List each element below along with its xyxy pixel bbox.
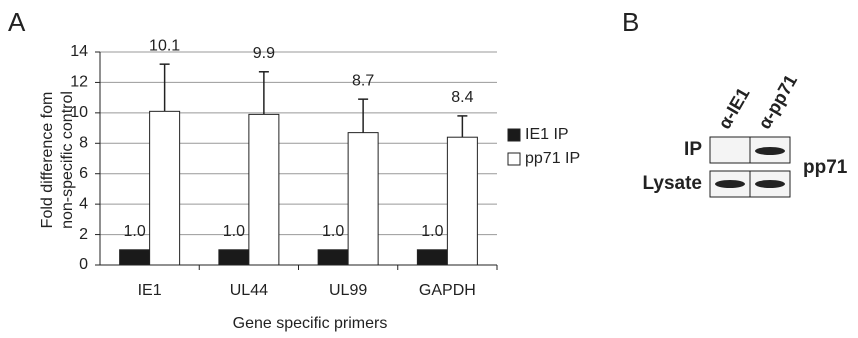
data-label: 1.0 — [322, 223, 344, 240]
x-tick-label: GAPDH — [419, 282, 476, 299]
y-tick-label: 14 — [70, 43, 88, 60]
page: {"chart_data": {"type": "bar", "panel_la… — [0, 0, 858, 338]
y-tick-label: 6 — [79, 165, 88, 182]
data-label: 1.0 — [223, 223, 245, 240]
row-label: IP — [684, 139, 702, 160]
x-tick-label: UL44 — [230, 282, 268, 299]
data-label: 1.0 — [421, 223, 443, 240]
panel-label: B — [622, 7, 639, 37]
bar — [120, 250, 150, 265]
data-label: 1.0 — [124, 223, 146, 240]
band — [755, 180, 785, 188]
bar — [348, 133, 378, 265]
data-label: 8.4 — [451, 89, 473, 106]
y-tick-label: 4 — [79, 195, 88, 212]
band — [715, 180, 745, 188]
bar — [417, 250, 447, 265]
x-tick-label: IE1 — [138, 282, 162, 299]
y-tick-label: 0 — [79, 256, 88, 273]
x-tick-label: UL99 — [329, 282, 367, 299]
blot-lane — [710, 137, 750, 163]
data-label: 8.7 — [352, 72, 374, 89]
legend-swatch — [508, 153, 520, 165]
legend-label: IE1 IP — [525, 126, 569, 143]
lane-label: α-pp71 — [754, 71, 801, 132]
row-label: Lysate — [643, 173, 703, 194]
y-tick-label: 2 — [79, 226, 88, 243]
y-tick-label: 12 — [70, 74, 88, 91]
bar — [447, 137, 477, 265]
bar — [219, 250, 249, 265]
bar — [249, 114, 279, 265]
panel-label: A — [8, 7, 26, 37]
data-label: 9.9 — [253, 45, 275, 62]
lane-label: α-IE1 — [714, 84, 753, 132]
y-axis-title: Fold difference fom — [39, 92, 56, 229]
bar — [318, 250, 348, 265]
protein-label: pp71 — [803, 157, 848, 178]
legend-label: pp71 IP — [525, 150, 580, 167]
figure: A Gene specific primers Fold difference … — [0, 0, 858, 338]
data-label: 10.1 — [149, 37, 180, 54]
x-axis-title: Gene specific primers — [233, 315, 388, 332]
bar — [150, 111, 180, 265]
y-tick-label: 10 — [70, 104, 88, 121]
legend-swatch — [508, 129, 520, 141]
y-tick-label: 8 — [79, 135, 88, 152]
band — [755, 147, 785, 155]
